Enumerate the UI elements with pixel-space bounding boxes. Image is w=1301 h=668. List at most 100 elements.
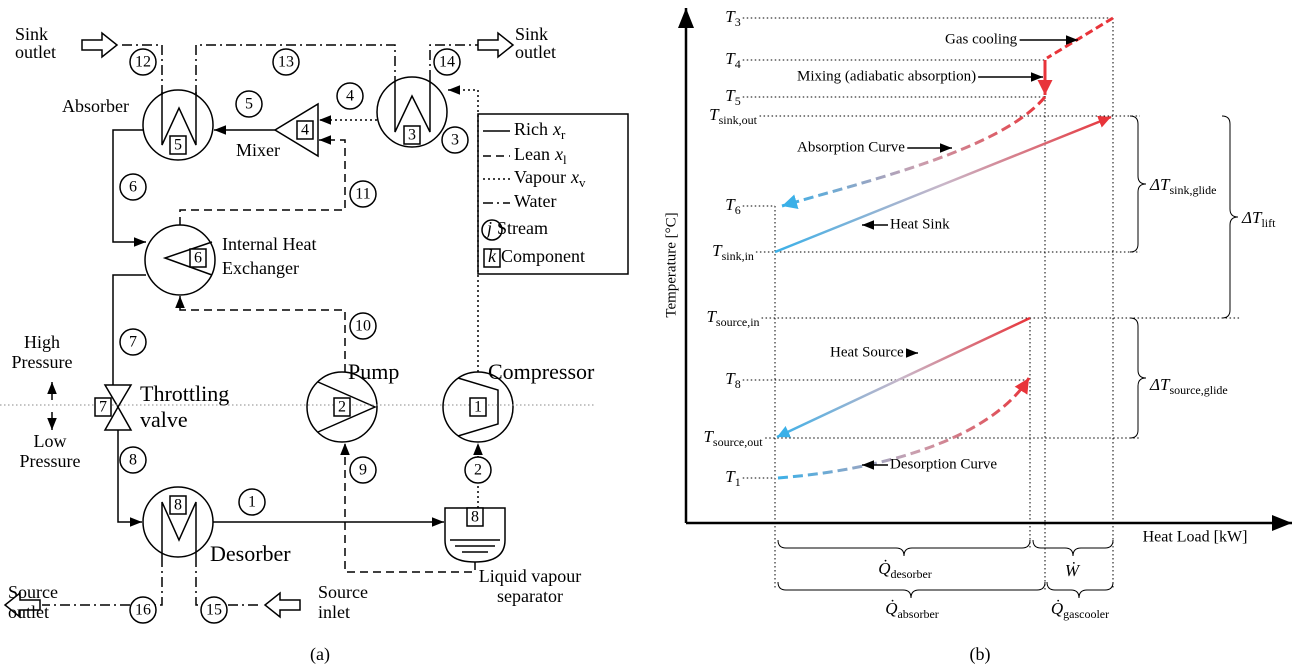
text-part: sink,glide xyxy=(1169,183,1216,197)
label: Compressor xyxy=(488,359,595,384)
component-box xyxy=(466,507,484,527)
text-part: 5 xyxy=(735,94,741,108)
label: Pressure xyxy=(20,451,81,471)
hollow-arrows-polygon xyxy=(3,591,41,619)
temperature-label: T4 xyxy=(725,49,740,71)
text-part: Vapour xyxy=(514,167,566,187)
text-part: T xyxy=(725,7,736,26)
text-part: T xyxy=(725,49,736,68)
stream-marker xyxy=(349,456,377,484)
temperature-label: T6 xyxy=(725,195,740,217)
text-part: absorber xyxy=(897,607,938,621)
component-box xyxy=(403,125,421,145)
y-axis-title: Temperature [°C] xyxy=(663,212,679,317)
stream-label: 7 xyxy=(129,334,137,351)
stream-label: 11 xyxy=(355,186,370,203)
text-part: j xyxy=(485,218,492,238)
stream-marker xyxy=(349,312,377,340)
heat-duty-label: Ẇ xyxy=(1065,561,1081,580)
temperature-label: T8 xyxy=(725,369,740,391)
legend-entry: j Stream xyxy=(485,218,548,238)
legend-entry: k Component xyxy=(488,246,585,266)
annotation: Absorption Curve xyxy=(797,139,905,155)
water-lines-path xyxy=(42,557,163,606)
component-label: 8 xyxy=(174,497,182,514)
text-part: 3 xyxy=(735,15,741,29)
label: separator xyxy=(497,586,563,606)
heat-duty-label: Q̇desorber xyxy=(878,559,932,581)
text-part: ΔT xyxy=(1149,375,1171,394)
legend-entry: Vapour xv xyxy=(514,167,586,190)
components-polyline xyxy=(162,241,213,276)
annotation: Gas cooling xyxy=(945,31,1018,47)
label: outlet xyxy=(15,42,56,62)
components-polygon xyxy=(273,102,319,158)
stream-label: 13 xyxy=(278,54,294,71)
text-part: ΔT xyxy=(1149,175,1171,194)
text-part: r xyxy=(561,127,566,142)
component-box xyxy=(169,135,187,155)
components-circle xyxy=(306,371,378,443)
water-lines-path xyxy=(429,44,478,80)
label: Absorber xyxy=(62,96,129,116)
text-part: Q̇ xyxy=(1051,599,1063,618)
hollow-arrows-polygon xyxy=(263,591,301,619)
stream-marker xyxy=(235,90,263,118)
text-part: T xyxy=(725,86,736,105)
rich-lines-path xyxy=(112,129,146,247)
stream-label: 15 xyxy=(206,602,222,619)
stream-marker xyxy=(464,456,492,484)
text-part: x xyxy=(554,144,563,164)
text-part: sink,in xyxy=(722,249,754,263)
legend xyxy=(477,113,629,275)
label: Pressure xyxy=(12,352,73,372)
label: Throttling xyxy=(140,381,229,406)
components-polyline xyxy=(394,80,431,133)
glide-label: ΔTlift xyxy=(1241,208,1276,230)
stream-label: 10 xyxy=(355,318,371,335)
lean-lines-path xyxy=(340,443,476,573)
stream-marker xyxy=(433,48,461,76)
annotation: Heat Source xyxy=(830,344,904,360)
component-label: 2 xyxy=(338,399,346,416)
stream-marker xyxy=(336,82,364,110)
components-circle xyxy=(142,89,214,161)
braces-path xyxy=(1221,115,1239,319)
labels: SinkoutletSinkoutletAbsorberMixerInterna… xyxy=(8,7,1276,665)
braces xyxy=(777,115,1239,599)
braces-path xyxy=(777,581,1046,599)
components-path xyxy=(450,539,500,553)
components-circle xyxy=(376,76,448,148)
water-lines-path xyxy=(118,44,163,95)
components-path xyxy=(444,507,506,563)
text-part: T xyxy=(703,427,714,446)
components-circle xyxy=(144,224,216,296)
braces-path xyxy=(777,539,1031,557)
text-part: sink,out xyxy=(719,113,758,127)
guide-lines xyxy=(742,17,1240,590)
stream-label: 9 xyxy=(359,462,367,479)
text-part: T xyxy=(725,467,736,486)
text-part: T xyxy=(725,195,736,214)
annotation: Mixing (adiabatic absorption) xyxy=(797,68,976,84)
components xyxy=(0,76,595,563)
text-part: source,out xyxy=(713,435,763,449)
stream-label: 1 xyxy=(248,494,256,511)
label: outlet xyxy=(515,42,556,62)
components-path xyxy=(457,377,499,437)
text-part: k xyxy=(488,246,497,266)
braces-path xyxy=(1129,317,1147,439)
vapour-lines-path xyxy=(448,85,479,372)
component-label: 7 xyxy=(99,399,107,416)
stream-marker xyxy=(119,173,147,201)
component-box xyxy=(94,397,112,417)
stream-marker xyxy=(349,180,377,208)
text-part: T xyxy=(709,105,720,124)
label: Liquid vapour xyxy=(479,566,581,586)
component-label: 8 xyxy=(471,509,479,526)
label: outlet xyxy=(8,602,49,622)
legend-rect xyxy=(477,113,629,275)
x-axis-title: Heat Load [kW] xyxy=(1143,529,1248,546)
